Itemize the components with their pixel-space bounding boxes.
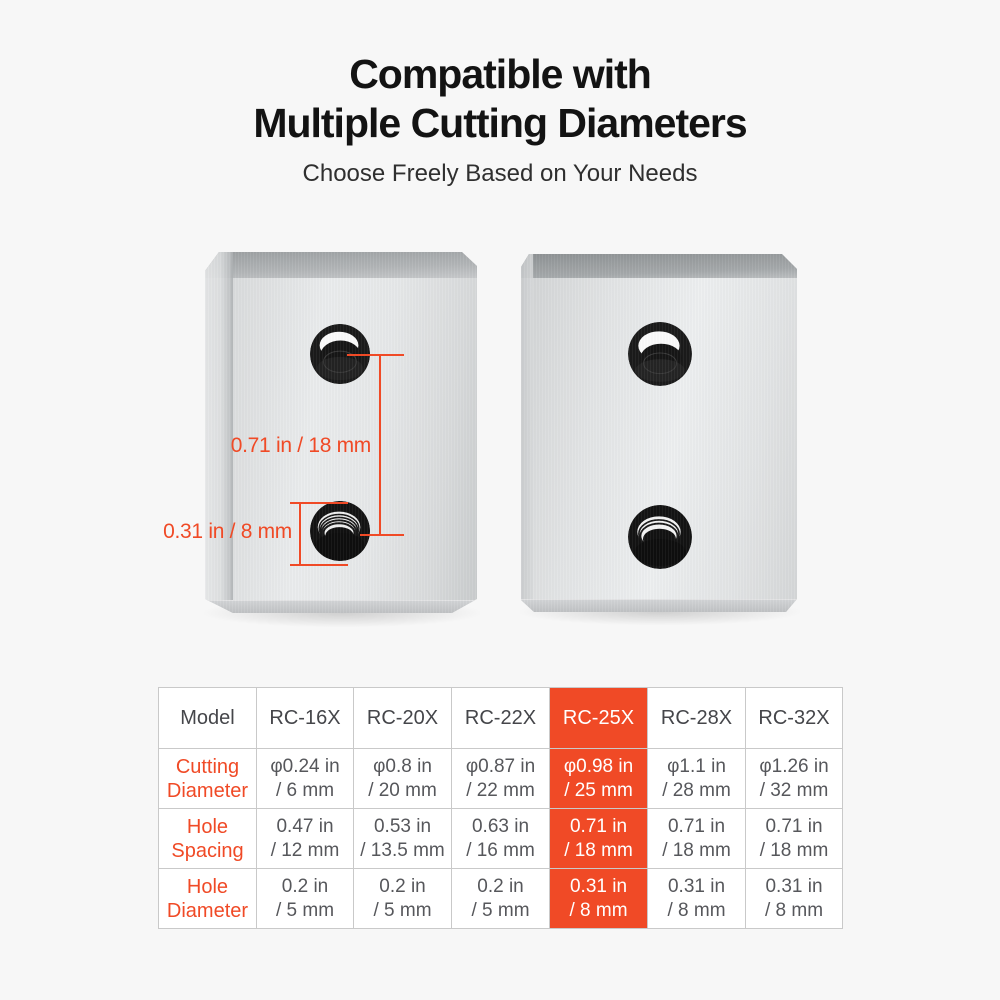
dimension-tick-spacing-bottom [360,534,404,536]
hole-right-top-icon [628,322,692,386]
table-cell-highlighted: 0.31 in / 8 mm [549,868,648,929]
column-header-rc20x: RC-20X [353,687,452,749]
column-header-rc22x: RC-22X [451,687,550,749]
blade-right [521,254,797,612]
table-cell: φ1.26 in / 32 mm [745,748,843,809]
row-header-hole-spacing: Hole Spacing [158,808,257,869]
table-cell: 0.2 in / 5 mm [451,868,550,929]
table-cell: 0.71 in / 18 mm [745,808,843,869]
dimension-line-spacing-vertical [379,355,381,536]
table-cell: 0.71 in / 18 mm [647,808,746,869]
column-header-rc32x: RC-32X [745,687,843,749]
table-cell: φ0.8 in / 20 mm [353,748,452,809]
page-title-line1: Compatible with [349,51,652,97]
blade-left-bottom-bevel [205,600,477,613]
hole-left-bottom-icon [309,500,371,562]
page-title-line2: Multiple Cutting Diameters [253,100,747,146]
table-row-cutting-diameter: Cutting Diameter φ0.24 in / 6 mm φ0.8 in… [158,748,843,809]
hole-diameter-dimension-label: 0.31 in / 8 mm [163,520,292,543]
page-subtitle: Choose Freely Based on Your Needs [302,160,698,187]
hole-spacing-dimension-label: 0.71 in / 18 mm [230,434,372,457]
column-header-rc25x-highlighted: RC-25X [549,687,648,749]
table-cell: φ1.1 in / 28 mm [647,748,746,809]
column-header-model: Model [158,687,257,749]
dimension-line-diameter-vertical [299,502,301,566]
table-cell: 0.63 in / 16 mm [451,808,550,869]
table-cell: 0.53 in / 13.5 mm [353,808,452,869]
table-row-hole-spacing: Hole Spacing 0.47 in / 12 mm 0.53 in / 1… [158,808,843,869]
column-header-rc16x: RC-16X [256,687,354,749]
table-cell: 0.47 in / 12 mm [256,808,354,869]
table-cell: 0.2 in / 5 mm [353,868,452,929]
table-cell: 0.31 in / 8 mm [745,868,843,929]
table-row-hole-diameter: Hole Diameter 0.2 in / 5 mm 0.2 in / 5 m… [158,868,843,929]
table-cell: φ0.87 in / 22 mm [451,748,550,809]
blade-right-top-face [521,254,797,278]
dimension-tick-diameter-bottom [290,564,348,566]
column-header-rc28x: RC-28X [647,687,746,749]
table-cell-highlighted: φ0.98 in / 25 mm [549,748,648,809]
table-cell-highlighted: 0.71 in / 18 mm [549,808,648,869]
table-header-row: Model RC-16X RC-20X RC-22X RC-25X RC-28X… [158,687,843,749]
blade-left [205,252,477,613]
table-cell: 0.2 in / 5 mm [256,868,354,929]
dimension-tick-diameter-top [290,502,348,504]
table-cell: φ0.24 in / 6 mm [256,748,354,809]
blade-right-side-face [521,254,533,612]
row-header-hole-diameter: Hole Diameter [158,868,257,929]
page-header: Compatible with Multiple Cutting Diamete… [0,50,1000,188]
spec-table: Model RC-16X RC-20X RC-22X RC-25X RC-28X… [158,687,843,929]
blade-left-top-face [205,252,477,278]
hole-right-bottom-icon [628,505,692,569]
blade-right-bottom-bevel [521,599,797,612]
row-header-cutting-diameter: Cutting Diameter [158,748,257,809]
dimension-tick-spacing-top [347,354,404,356]
table-cell: 0.31 in / 8 mm [647,868,746,929]
